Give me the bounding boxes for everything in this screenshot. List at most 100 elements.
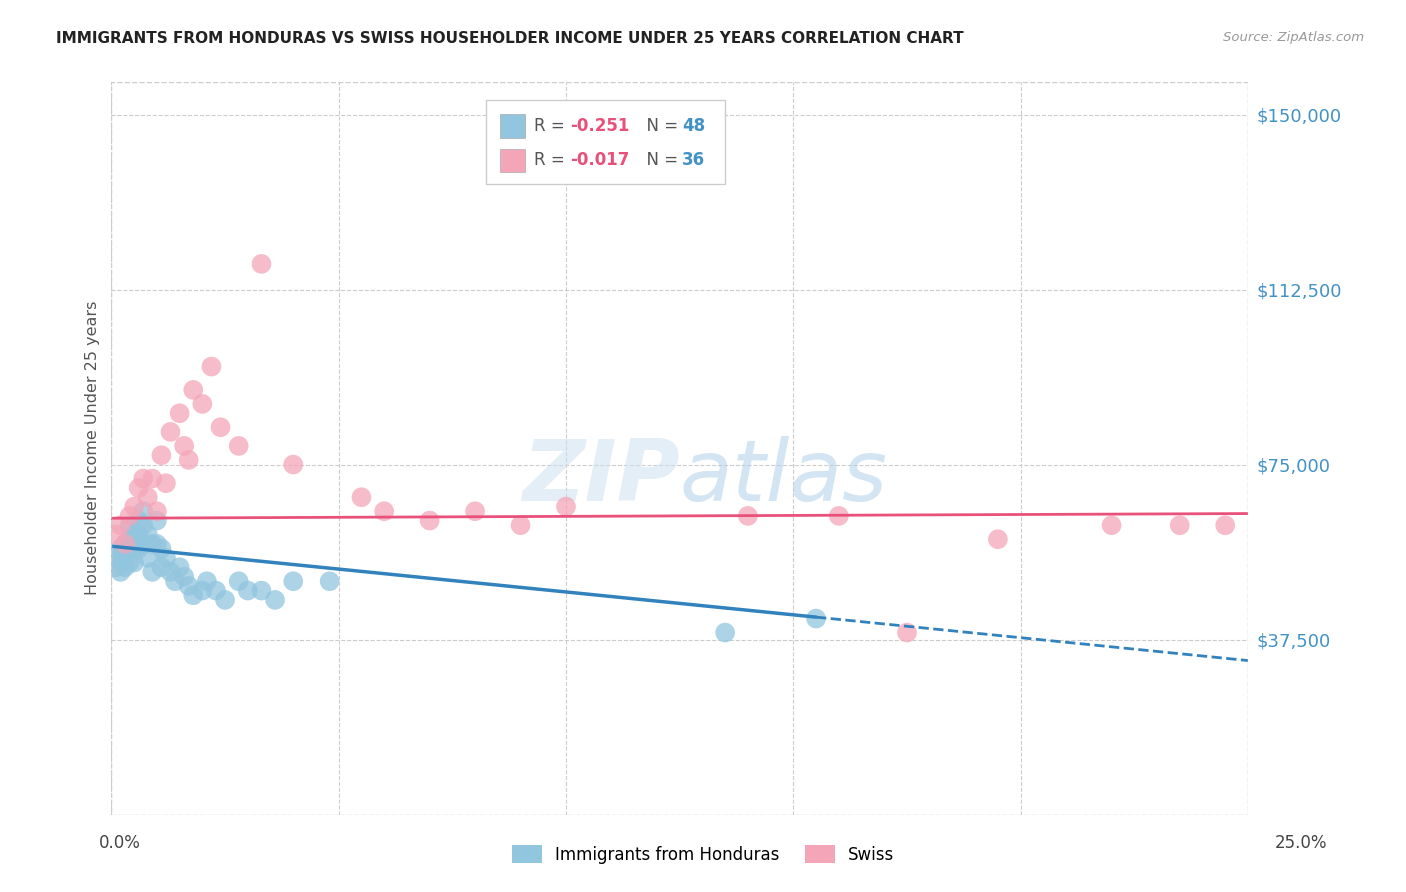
Point bbox=[128, 514, 150, 528]
Point bbox=[177, 579, 200, 593]
Point bbox=[122, 527, 145, 541]
Text: ZIP: ZIP bbox=[522, 436, 679, 519]
Text: -0.251: -0.251 bbox=[571, 117, 630, 135]
Point bbox=[191, 397, 214, 411]
Point bbox=[150, 560, 173, 574]
Point bbox=[110, 550, 132, 565]
Point bbox=[118, 541, 141, 556]
Point bbox=[464, 504, 486, 518]
Point bbox=[155, 550, 177, 565]
Point bbox=[128, 481, 150, 495]
Point bbox=[118, 508, 141, 523]
Text: IMMIGRANTS FROM HONDURAS VS SWISS HOUSEHOLDER INCOME UNDER 25 YEARS CORRELATION : IMMIGRANTS FROM HONDURAS VS SWISS HOUSEH… bbox=[56, 31, 965, 46]
Point bbox=[146, 514, 169, 528]
Point bbox=[209, 420, 232, 434]
Point bbox=[146, 504, 169, 518]
Bar bbox=[111, 82, 1249, 814]
Point bbox=[114, 560, 136, 574]
Point bbox=[155, 476, 177, 491]
Point bbox=[169, 560, 191, 574]
Point bbox=[110, 565, 132, 579]
Point bbox=[804, 611, 827, 625]
Point bbox=[173, 439, 195, 453]
Point bbox=[555, 500, 578, 514]
Point bbox=[132, 537, 155, 551]
Point bbox=[195, 574, 218, 589]
Point bbox=[104, 560, 127, 574]
Point bbox=[104, 550, 127, 565]
Point bbox=[318, 574, 340, 589]
Point bbox=[122, 541, 145, 556]
Point bbox=[509, 518, 531, 533]
Point bbox=[173, 569, 195, 583]
Point bbox=[228, 439, 250, 453]
Point bbox=[1101, 518, 1123, 533]
Point bbox=[114, 537, 136, 551]
Point bbox=[141, 472, 163, 486]
Point bbox=[104, 527, 127, 541]
Point bbox=[165, 574, 187, 589]
Point bbox=[283, 574, 305, 589]
Point bbox=[146, 537, 169, 551]
Point bbox=[1168, 518, 1191, 533]
Point bbox=[118, 533, 141, 547]
Point bbox=[200, 359, 222, 374]
Point bbox=[177, 453, 200, 467]
Text: R =: R = bbox=[534, 152, 571, 169]
Bar bbox=[486, 100, 725, 185]
Point bbox=[128, 541, 150, 556]
Point bbox=[136, 550, 159, 565]
Text: -0.017: -0.017 bbox=[571, 152, 630, 169]
Point bbox=[214, 593, 236, 607]
Point bbox=[250, 257, 273, 271]
Point bbox=[228, 574, 250, 589]
Point bbox=[122, 500, 145, 514]
Point bbox=[122, 556, 145, 570]
Text: 48: 48 bbox=[682, 117, 704, 135]
Bar bbox=[501, 114, 524, 137]
Point bbox=[159, 425, 181, 439]
Point bbox=[181, 383, 204, 397]
Point bbox=[191, 583, 214, 598]
Y-axis label: Householder Income Under 25 years: Householder Income Under 25 years bbox=[86, 301, 100, 596]
Text: 36: 36 bbox=[682, 152, 704, 169]
Point bbox=[169, 406, 191, 420]
Text: R =: R = bbox=[534, 117, 571, 135]
Point bbox=[132, 518, 155, 533]
Point bbox=[828, 508, 851, 523]
Point bbox=[132, 472, 155, 486]
Point bbox=[264, 593, 287, 607]
Point bbox=[236, 583, 259, 598]
Point bbox=[114, 546, 136, 560]
Text: Source: ZipAtlas.com: Source: ZipAtlas.com bbox=[1223, 31, 1364, 45]
Point bbox=[714, 625, 737, 640]
Legend: Immigrants from Honduras, Swiss: Immigrants from Honduras, Swiss bbox=[505, 838, 901, 871]
Point bbox=[350, 490, 373, 504]
Point bbox=[114, 537, 136, 551]
Point bbox=[1213, 518, 1236, 533]
Point bbox=[987, 533, 1010, 547]
Point bbox=[118, 518, 141, 533]
Point bbox=[150, 541, 173, 556]
Point bbox=[283, 458, 305, 472]
Point bbox=[373, 504, 395, 518]
Point bbox=[141, 565, 163, 579]
Point bbox=[128, 527, 150, 541]
Text: atlas: atlas bbox=[679, 436, 887, 519]
Point bbox=[419, 514, 441, 528]
Text: N =: N = bbox=[637, 152, 683, 169]
Point bbox=[118, 556, 141, 570]
Point bbox=[159, 565, 181, 579]
Point bbox=[132, 504, 155, 518]
Text: N =: N = bbox=[637, 117, 683, 135]
Point bbox=[250, 583, 273, 598]
Point bbox=[737, 508, 759, 523]
Point bbox=[141, 537, 163, 551]
Point bbox=[896, 625, 918, 640]
Text: 0.0%: 0.0% bbox=[98, 834, 141, 852]
Point bbox=[110, 541, 132, 556]
Point bbox=[205, 583, 228, 598]
Point bbox=[136, 490, 159, 504]
Bar bbox=[501, 149, 524, 172]
Point bbox=[150, 448, 173, 462]
